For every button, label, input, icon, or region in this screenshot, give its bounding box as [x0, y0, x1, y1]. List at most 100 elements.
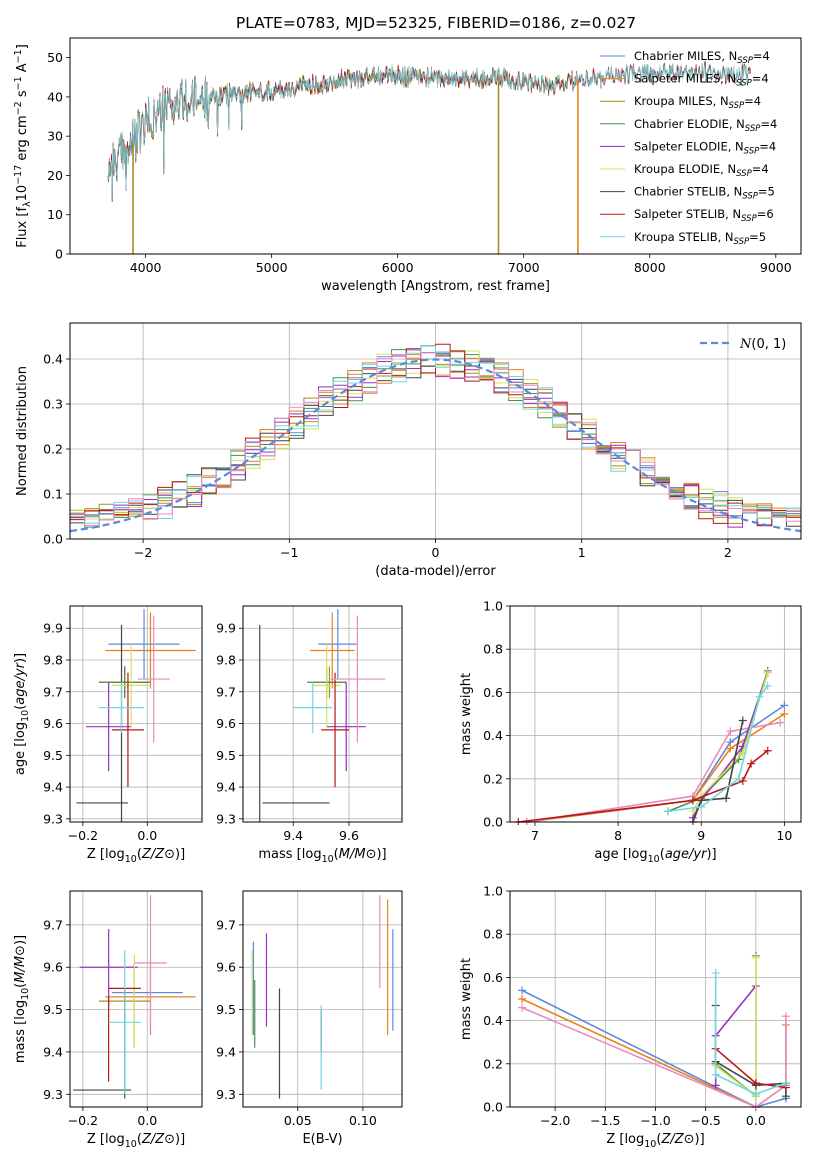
x-tick-label: −0.2: [68, 1113, 98, 1128]
legend-entry: Salpeter MILES, NSSP=4: [634, 72, 769, 89]
x-tick-label: 9: [697, 828, 705, 843]
y-tick-label: 0.2: [483, 1056, 503, 1071]
y-tick-label: 0: [55, 247, 63, 262]
weight-line: [521, 998, 787, 1108]
weight-point: [711, 1081, 720, 1090]
x-axis-label: E(B-V): [302, 1132, 342, 1147]
y-tick-label: 10: [47, 207, 63, 222]
weight-point: [755, 692, 764, 701]
histogram-group: [70, 343, 801, 533]
x-axis-label: age [log10(age/yr)]: [594, 847, 716, 865]
x-axis-label: (data-model)/error: [375, 564, 496, 579]
weight-point: [763, 668, 772, 677]
y-tick-label: 40: [47, 89, 63, 104]
y-tick-label: 9.3: [216, 811, 236, 826]
x-axis-label: Z [log10(Z/Z⊙)]: [87, 1132, 185, 1150]
x-tick-label: 2: [724, 545, 732, 560]
axes-frame: [509, 890, 802, 1108]
y-tick-label: 9.5: [216, 748, 236, 763]
y-tick-label: 9.6: [43, 960, 63, 975]
y-tick-label: 9.6: [216, 960, 236, 975]
y-tick-label: 0.2: [483, 771, 503, 786]
extinction-mass-panel: 0.05 0.10 9.3 9.4 9.5 9.6 9.7 E(B-V): [216, 890, 403, 1147]
axes-frame: [69, 37, 802, 255]
legend-entry: Chabrier ELODIE, NSSP=4: [634, 117, 777, 134]
y-axis-label: age [log10(age/yr)]: [13, 653, 31, 775]
y-tick-label: 0.1: [43, 487, 63, 502]
weight-point: [781, 1012, 790, 1021]
weight-point: [734, 774, 743, 783]
weight-line: [667, 685, 769, 812]
y-tick-label: 9.5: [43, 1002, 63, 1017]
legend-entry: Chabrier STELIB, NSSP=5: [634, 185, 775, 202]
weight-point: [780, 710, 789, 718]
errorbar-group: [73, 895, 196, 1099]
x-tick-label: −0.5: [690, 1113, 720, 1128]
y-tick-label: 9.9: [43, 621, 63, 636]
x-tick-label: −1: [280, 545, 298, 560]
x-tick-label: 4000: [130, 260, 162, 275]
spectrum-line: [107, 62, 751, 201]
y-tick-label: 9.6: [43, 716, 63, 731]
axes-frame: [509, 605, 802, 823]
weight-point: [663, 807, 672, 816]
y-axis-label: Normed distribution: [15, 366, 30, 496]
x-tick-label: 9.4: [283, 828, 303, 843]
figure-title: PLATE=0783, MJD=52325, FIBERID=0186, z=0…: [236, 14, 636, 32]
y-tick-label: 50: [47, 50, 63, 65]
y-tick-label: 0.8: [483, 642, 503, 657]
legend-entry: Salpeter ELODIE, NSSP=4: [634, 139, 776, 156]
y-tick-label: 9.3: [43, 1087, 63, 1102]
residual-legend: N(0, 1): [700, 337, 786, 352]
x-tick-label: 0.0: [137, 1113, 157, 1128]
weight-point: [738, 776, 747, 785]
y-tick-label: 1.0: [483, 884, 503, 899]
errorbar-group: [251, 895, 394, 1099]
y-tick-label: 9.3: [216, 1087, 236, 1102]
y-tick-label: 30: [47, 129, 63, 144]
x-axis-label: wavelength [Angstrom, rest frame]: [321, 279, 550, 294]
weight-point: [518, 1003, 527, 1012]
spectrum-lines: [107, 60, 751, 254]
y-tick-label: 0.0: [483, 1100, 503, 1115]
axes-frame: [69, 322, 802, 540]
axes-frame: [242, 890, 403, 1108]
y-tick-label: 9.7: [43, 917, 63, 932]
x-tick-label: 5000: [256, 260, 288, 275]
y-tick-label: 0.4: [483, 1013, 503, 1028]
weight-line: [715, 955, 757, 1098]
y-tick-label: 9.4: [43, 780, 63, 795]
y-tick-label: 0.2: [43, 442, 63, 457]
errorbar-group: [259, 609, 386, 822]
y-tick-label: 9.7: [216, 917, 236, 932]
legend-entry: N(0, 1): [739, 337, 786, 352]
weight-point: [747, 759, 756, 768]
x-tick-label: −1.5: [590, 1113, 620, 1128]
x-tick-label: 7: [531, 828, 539, 843]
x-tick-label: −2.0: [540, 1113, 570, 1128]
axes-frame: [69, 605, 203, 823]
errorbar-group: [76, 609, 196, 822]
x-tick-label: −2: [134, 545, 152, 560]
y-tick-label: 0.6: [483, 685, 503, 700]
y-tick-label: 20: [47, 168, 63, 183]
y-tick-label: 0.6: [483, 970, 503, 985]
weight-lines: [514, 666, 789, 825]
y-tick-label: 9.7: [43, 684, 63, 699]
weight-point: [711, 969, 720, 978]
x-tick-label: 9000: [760, 260, 792, 275]
y-tick-label: 9.5: [216, 1002, 236, 1017]
weight-line: [521, 1006, 787, 1108]
axes-frame: [242, 605, 403, 823]
y-tick-label: 9.5: [43, 748, 63, 763]
y-tick-label: 0.8: [483, 927, 503, 942]
x-tick-label: 0.0: [137, 828, 157, 843]
x-tick-label: −0.2: [68, 828, 98, 843]
x-tick-label: 0.10: [349, 1113, 377, 1128]
metallicity-mass-panel: −0.2 0.0 9.3 9.4 9.5 9.6 9.7 Z [log10(Z/Z⊙)] mas…: [13, 890, 203, 1150]
y-axis-label: mass weight: [459, 673, 474, 755]
weight-point: [751, 953, 760, 962]
y-tick-label: 9.4: [216, 1044, 236, 1059]
